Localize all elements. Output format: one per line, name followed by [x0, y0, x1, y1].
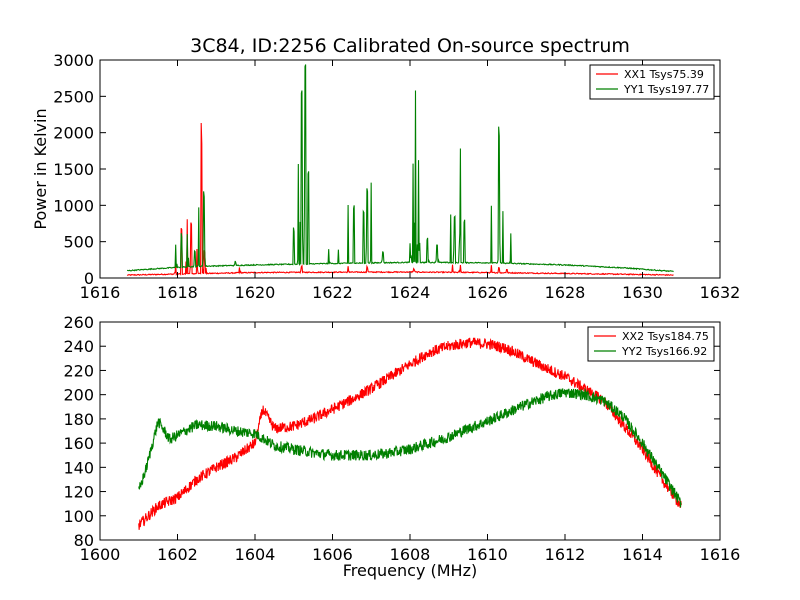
bottom-ytick-label: 120: [63, 483, 94, 502]
top-chart-legend: XX1 Tsys75.39 YY1 Tsys197.77: [589, 64, 715, 100]
top-ytick-label: 0: [84, 269, 94, 288]
top-chart-title: 3C84, ID:2256 Calibrated On-source spect…: [190, 35, 630, 57]
bottom-ytick-label: 240: [63, 337, 94, 356]
bottom-xtick-label: 1616: [700, 545, 741, 564]
top-xtick-label: 1626: [467, 283, 508, 302]
top-ytick-label: 2000: [53, 124, 94, 143]
bottom-chart-marks: [138, 337, 682, 530]
top-chart: 3C84, ID:2256 Calibrated On-source spect…: [31, 35, 740, 302]
bottom-ytick-label: 180: [63, 410, 94, 429]
bottom-legend-label-xx2: XX2 Tsys184.75: [622, 330, 709, 343]
top-series-line-1: [126, 64, 674, 273]
bottom-ytick-label: 160: [63, 434, 94, 453]
top-ytick-label: 1500: [53, 160, 94, 179]
top-xtick-label: 1616: [80, 283, 121, 302]
top-ytick-label: 3000: [53, 51, 94, 70]
bottom-ytick-label: 80: [74, 531, 94, 550]
bottom-xtick-label: 1600: [80, 545, 121, 564]
top-ytick-label: 500: [63, 233, 94, 252]
top-ytick-label: 2500: [53, 87, 94, 106]
bottom-xtick-label: 1604: [235, 545, 276, 564]
bottom-ytick-label: 220: [63, 361, 94, 380]
bottom-xtick-label: 1602: [157, 545, 198, 564]
bottom-chart-xlabel: Frequency (MHz): [343, 561, 477, 580]
top-legend-box: [589, 64, 715, 100]
top-chart-ticks: 1616 1618 1620 1622 1624 1626 1628 1630 1632 0 500…: [53, 51, 740, 302]
bottom-ytick-label: 200: [63, 386, 94, 405]
bottom-xtick-label: 1608: [390, 545, 431, 564]
bottom-ytick-label: 100: [63, 507, 94, 526]
bottom-xtick-label: 1614: [622, 545, 663, 564]
top-legend-label-yy1: YY1 Tsys197.77: [623, 83, 709, 96]
bottom-chart-legend: XX2 Tsys184.75 YY2 Tsys166.92: [587, 326, 715, 362]
bottom-xtick-label: 1606: [312, 545, 353, 564]
bottom-legend-label-yy2: YY2 Tsys166.92: [621, 345, 707, 358]
top-xtick-label: 1624: [390, 283, 431, 302]
top-xtick-label: 1620: [235, 283, 276, 302]
bottom-chart: Frequency (MHz) 1600 1602 1604 1606 1608 1610…: [63, 313, 740, 580]
bottom-chart-ticks: 1600 1602 1604 1606 1608 1610 1612 1614 1616 80 10…: [63, 313, 740, 564]
top-chart-marks: [126, 64, 674, 277]
bottom-legend-box: [587, 326, 715, 362]
top-xtick-label: 1628: [545, 283, 586, 302]
bottom-chart-frame: [99, 321, 721, 541]
bottom-series-line-0: [138, 337, 682, 530]
top-chart-ylabel: Power in Kelvin: [31, 108, 50, 229]
top-legend-label-xx1: XX1 Tsys75.39: [624, 68, 704, 81]
bottom-xtick-label: 1612: [545, 545, 586, 564]
bottom-ytick-label: 260: [63, 313, 94, 332]
top-ytick-label: 1000: [53, 196, 94, 215]
top-series-line-0: [126, 122, 674, 277]
bottom-xtick-label: 1610: [467, 545, 508, 564]
top-xtick-label: 1618: [157, 283, 198, 302]
top-xtick-label: 1622: [312, 283, 353, 302]
bottom-ytick-label: 140: [63, 458, 94, 477]
top-xtick-label: 1632: [700, 283, 741, 302]
bottom-series-line-1: [138, 387, 682, 508]
top-xtick-label: 1630: [622, 283, 663, 302]
top-chart-frame: [99, 59, 721, 279]
